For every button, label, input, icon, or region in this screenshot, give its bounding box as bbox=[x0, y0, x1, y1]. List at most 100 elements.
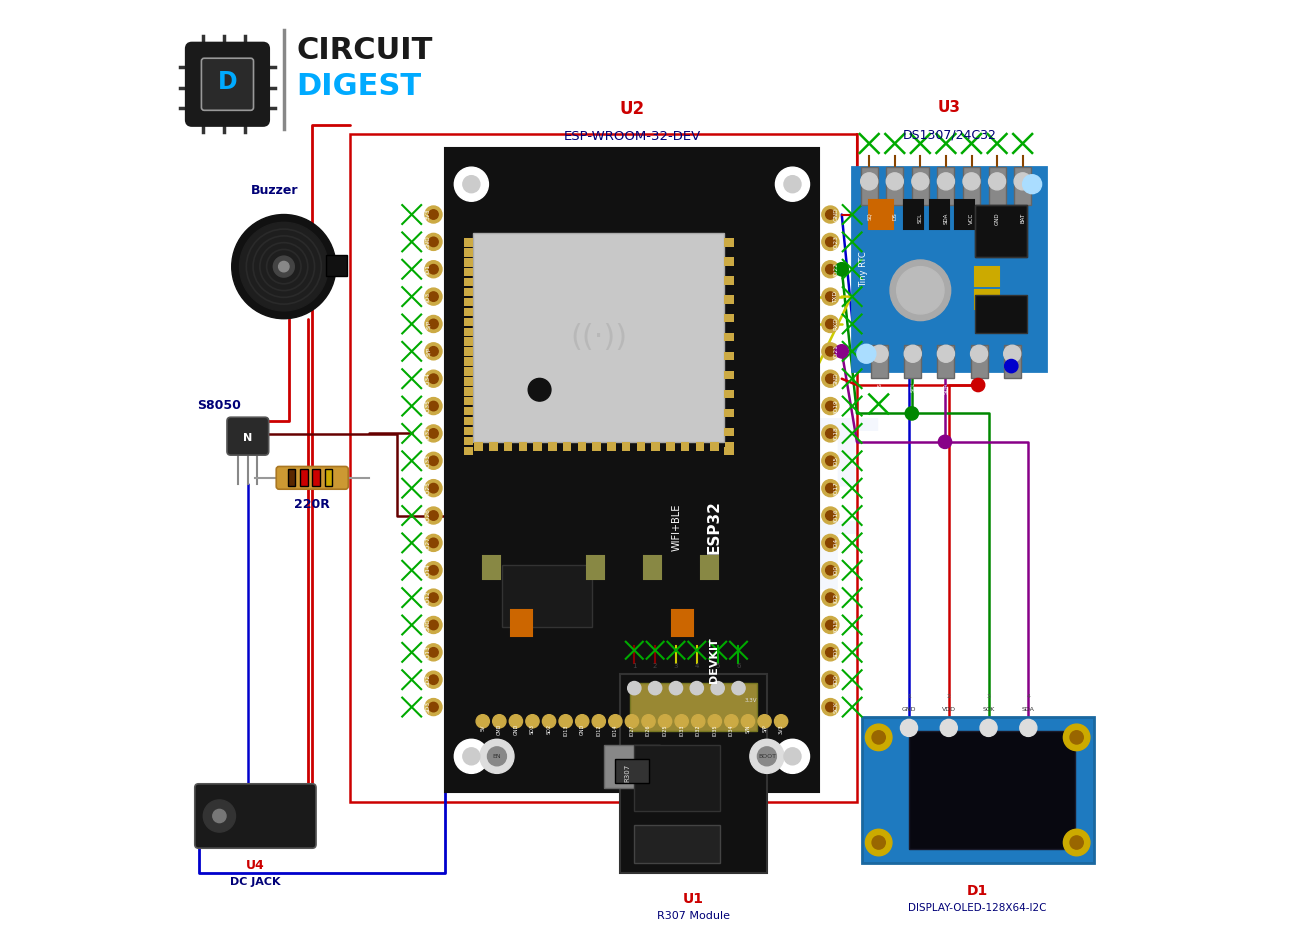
FancyBboxPatch shape bbox=[724, 276, 734, 285]
Text: DIGEST: DIGEST bbox=[296, 72, 422, 101]
Circle shape bbox=[1014, 173, 1031, 190]
Circle shape bbox=[463, 748, 480, 765]
Text: IO27: IO27 bbox=[425, 536, 431, 550]
Circle shape bbox=[659, 714, 672, 728]
FancyBboxPatch shape bbox=[1014, 167, 1031, 205]
Circle shape bbox=[822, 534, 839, 551]
Circle shape bbox=[938, 435, 952, 448]
Circle shape bbox=[674, 714, 689, 728]
Text: IO16: IO16 bbox=[833, 508, 838, 523]
Text: 3V3: 3V3 bbox=[778, 724, 783, 733]
Circle shape bbox=[826, 292, 835, 301]
Text: IO15: IO15 bbox=[833, 618, 838, 632]
Circle shape bbox=[429, 648, 438, 657]
Text: 3: 3 bbox=[673, 663, 678, 669]
Text: SCK: SCK bbox=[982, 707, 995, 712]
Text: IO12: IO12 bbox=[425, 591, 431, 604]
Circle shape bbox=[835, 345, 848, 358]
Text: VCC: VCC bbox=[977, 382, 982, 393]
Text: U4: U4 bbox=[246, 859, 265, 872]
Circle shape bbox=[429, 374, 438, 384]
Circle shape bbox=[429, 238, 438, 247]
Text: GND: GND bbox=[995, 213, 1000, 225]
Text: ESP-WROOM-32-DEV: ESP-WROOM-32-DEV bbox=[563, 130, 700, 143]
FancyBboxPatch shape bbox=[464, 337, 473, 346]
Circle shape bbox=[425, 672, 442, 688]
Circle shape bbox=[872, 345, 888, 362]
Circle shape bbox=[822, 452, 839, 469]
Text: S/P: S/P bbox=[763, 724, 767, 732]
FancyBboxPatch shape bbox=[724, 390, 734, 398]
FancyBboxPatch shape bbox=[962, 167, 981, 205]
FancyBboxPatch shape bbox=[464, 427, 473, 435]
Text: VCC: VCC bbox=[969, 213, 974, 224]
Text: WIFI+BLE: WIFI+BLE bbox=[672, 504, 682, 551]
Circle shape bbox=[429, 702, 438, 712]
FancyBboxPatch shape bbox=[938, 167, 955, 205]
Text: BAT: BAT bbox=[1021, 213, 1025, 223]
Circle shape bbox=[429, 538, 438, 547]
Text: IO34: IO34 bbox=[425, 371, 431, 386]
Circle shape bbox=[429, 593, 438, 602]
Circle shape bbox=[822, 644, 839, 661]
Circle shape bbox=[905, 407, 918, 420]
Text: CIRCUIT
DIGEST: CIRCUIT DIGEST bbox=[457, 415, 879, 610]
Text: IO23: IO23 bbox=[833, 235, 838, 249]
FancyBboxPatch shape bbox=[489, 442, 498, 451]
Circle shape bbox=[625, 714, 638, 728]
FancyBboxPatch shape bbox=[700, 556, 717, 580]
Text: GND: GND bbox=[514, 724, 519, 735]
FancyBboxPatch shape bbox=[563, 442, 572, 451]
Circle shape bbox=[826, 511, 835, 521]
Circle shape bbox=[425, 698, 442, 715]
FancyBboxPatch shape bbox=[549, 442, 556, 451]
Text: IO13: IO13 bbox=[563, 724, 568, 735]
FancyBboxPatch shape bbox=[620, 674, 767, 873]
Text: IO33: IO33 bbox=[680, 724, 684, 735]
Text: IO2: IO2 bbox=[833, 593, 838, 602]
Text: IO12: IO12 bbox=[597, 724, 602, 735]
Text: N: N bbox=[244, 433, 253, 443]
Circle shape bbox=[970, 345, 987, 362]
FancyBboxPatch shape bbox=[975, 267, 999, 286]
FancyBboxPatch shape bbox=[464, 446, 473, 455]
Circle shape bbox=[274, 256, 294, 277]
Text: D1: D1 bbox=[968, 884, 988, 898]
Circle shape bbox=[429, 210, 438, 219]
Circle shape bbox=[429, 264, 438, 274]
FancyBboxPatch shape bbox=[464, 278, 473, 286]
Text: SDA: SDA bbox=[943, 213, 948, 224]
Text: R307 Module: R307 Module bbox=[658, 911, 730, 921]
Text: SD3: SD3 bbox=[530, 724, 534, 734]
FancyBboxPatch shape bbox=[886, 167, 903, 205]
FancyBboxPatch shape bbox=[938, 345, 955, 378]
Text: 2: 2 bbox=[947, 694, 951, 699]
Text: SD3: SD3 bbox=[425, 701, 431, 713]
FancyBboxPatch shape bbox=[861, 167, 878, 205]
Text: ESP32: ESP32 bbox=[707, 500, 721, 554]
FancyBboxPatch shape bbox=[227, 417, 268, 455]
Circle shape bbox=[826, 620, 835, 630]
Circle shape bbox=[642, 714, 655, 728]
Circle shape bbox=[865, 724, 892, 750]
Circle shape bbox=[204, 800, 236, 832]
FancyBboxPatch shape bbox=[475, 442, 482, 451]
Text: Tiny RTC: Tiny RTC bbox=[859, 251, 868, 287]
Circle shape bbox=[425, 343, 442, 360]
FancyBboxPatch shape bbox=[904, 345, 921, 378]
Text: RXD: RXD bbox=[833, 317, 838, 331]
Circle shape bbox=[425, 452, 442, 469]
FancyBboxPatch shape bbox=[464, 317, 473, 326]
Text: 6: 6 bbox=[737, 663, 741, 669]
Circle shape bbox=[783, 176, 802, 193]
Circle shape bbox=[493, 714, 506, 728]
FancyBboxPatch shape bbox=[869, 200, 892, 229]
Circle shape bbox=[826, 538, 835, 547]
Circle shape bbox=[742, 714, 755, 728]
Circle shape bbox=[912, 173, 929, 190]
Text: 2: 2 bbox=[652, 663, 658, 669]
Circle shape bbox=[1019, 719, 1036, 736]
FancyBboxPatch shape bbox=[464, 288, 473, 296]
Circle shape bbox=[822, 507, 839, 524]
Circle shape bbox=[429, 620, 438, 630]
